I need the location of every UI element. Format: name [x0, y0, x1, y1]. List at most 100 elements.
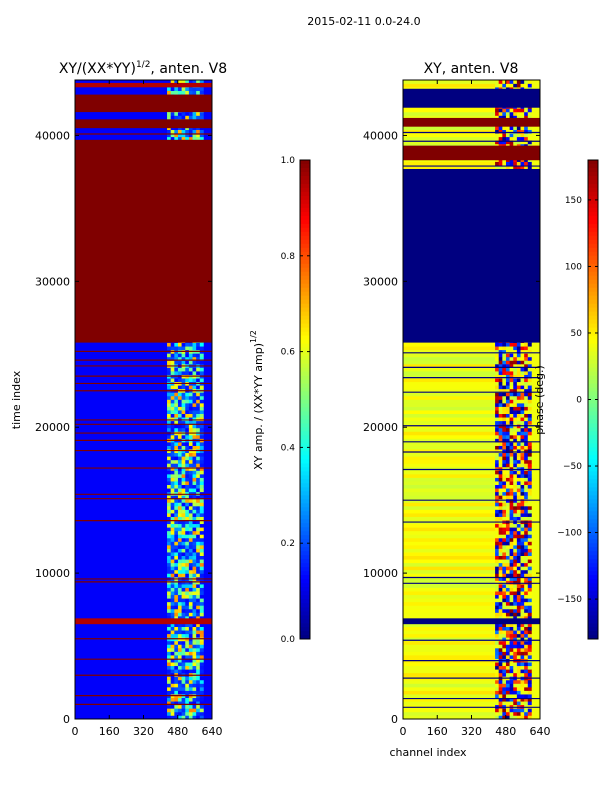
heatmap-cell: [509, 690, 514, 695]
heatmap-cell: [188, 566, 193, 571]
heatmap-cell: [177, 445, 182, 450]
heatmap-cell: [196, 520, 201, 525]
heatmap-cell: [524, 616, 529, 620]
colorbar-segment: [300, 207, 310, 213]
colorbar-segment: [300, 231, 310, 237]
heatmap-cell: [505, 679, 510, 684]
heatmap-cell: [513, 608, 518, 613]
colorbar-segment: [300, 279, 310, 285]
heatmap-cell: [509, 410, 514, 414]
heatmap-cell: [174, 509, 179, 514]
heatmap-cell: [527, 498, 532, 503]
heatmap-cell: [513, 605, 518, 610]
heatmap-cell: [505, 548, 510, 553]
heatmap-cell: [524, 449, 529, 454]
heatmap-row: [403, 679, 496, 684]
heatmap-cell: [174, 594, 179, 599]
heatmap-cell: [199, 90, 204, 95]
heatmap-cell: [174, 616, 179, 620]
heatmap-cell: [181, 669, 186, 674]
heatmap-cell: [177, 498, 182, 503]
heatmap-cell: [516, 129, 521, 134]
colorbar-segment: [300, 391, 310, 396]
heatmap-cell: [524, 381, 529, 386]
heatmap-cell: [167, 594, 171, 599]
heatmap-cell: [185, 342, 190, 347]
heatmap-cell: [199, 633, 204, 638]
heatmap-cell: [192, 697, 197, 702]
heatmap-cell: [498, 459, 503, 464]
heatmap-cell: [516, 605, 521, 610]
colorbar-segment: [588, 160, 598, 165]
heatmap-cell: [524, 108, 529, 113]
heatmap-cell: [170, 605, 175, 610]
colorbar-segment: [588, 607, 598, 612]
heatmap-cell: [167, 484, 171, 489]
heatmap-row: [403, 633, 496, 638]
heatmap-cell: [505, 640, 510, 645]
heatmap-cell: [495, 651, 499, 656]
heatmap-cell: [188, 605, 193, 610]
heatmap-cell: [524, 530, 529, 535]
heatmap-cell: [177, 633, 182, 638]
heatmap-cell: [495, 395, 499, 400]
heatmap-cell: [527, 616, 532, 620]
heatmap-cell: [170, 477, 175, 482]
heatmap-cell: [505, 356, 510, 361]
heatmap-cell: [192, 562, 197, 567]
heatmap-cell: [527, 410, 532, 414]
heatmap-cell: [167, 623, 171, 627]
heatmap-cell: [167, 111, 171, 116]
heatmap-cell: [509, 161, 514, 166]
heatmap-cell: [513, 612, 518, 617]
heatmap-cell: [505, 651, 510, 656]
heatmap-cell: [174, 704, 179, 709]
heatmap-cell: [513, 683, 518, 688]
heatmap-cell: [505, 573, 510, 578]
heatmap-cell: [513, 481, 518, 485]
heatmap-row: [403, 573, 496, 578]
heatmap-cell: [192, 708, 197, 713]
heatmap-cell: [524, 356, 529, 361]
heatmap-cell: [513, 406, 518, 411]
heatmap-cell: [196, 527, 201, 532]
heatmap-cell: [520, 371, 525, 375]
heatmap-cell: [188, 452, 193, 457]
colorbar-segment: [588, 459, 598, 464]
heatmap-cell: [167, 80, 171, 84]
heatmap-cell: [524, 388, 529, 393]
heatmap-cell: [185, 87, 190, 91]
heatmap-cell: [520, 427, 525, 432]
heatmap-cell: [174, 562, 179, 567]
heatmap-cell: [502, 388, 507, 393]
heatmap-cell: [502, 559, 507, 564]
heatmap-cell: [199, 690, 204, 695]
heatmap-band: [403, 618, 540, 625]
heatmap-cell: [167, 129, 171, 134]
heatmap-cell: [181, 548, 186, 553]
heatmap-cell: [524, 655, 529, 659]
heatmap-cell: [170, 417, 175, 422]
heatmap-cell: [196, 626, 201, 631]
heatmap-cell: [185, 537, 190, 542]
heatmap-cell: [498, 481, 503, 485]
heatmap-cell: [524, 342, 529, 347]
colorbar-segment: [588, 403, 598, 408]
heatmap-cell: [192, 651, 197, 656]
heatmap-cell: [177, 392, 182, 397]
heatmap-cell: [188, 502, 193, 507]
heatmap-cell: [167, 715, 171, 720]
heatmap-cell: [185, 552, 190, 556]
heatmap-cell: [192, 502, 197, 507]
heatmap-cell: [181, 537, 186, 542]
heatmap-cell: [498, 392, 503, 397]
heatmap-cell: [527, 530, 532, 535]
heatmap-cell: [524, 459, 529, 464]
heatmap-cell: [495, 701, 499, 706]
colorbar-tick-label: 1.0: [281, 156, 296, 166]
heatmap-cell: [524, 566, 529, 571]
heatmap-cell: [498, 679, 503, 684]
colorbar-segment: [300, 367, 310, 372]
heatmap-cell: [524, 651, 529, 656]
colorbar-segment: [300, 459, 310, 464]
